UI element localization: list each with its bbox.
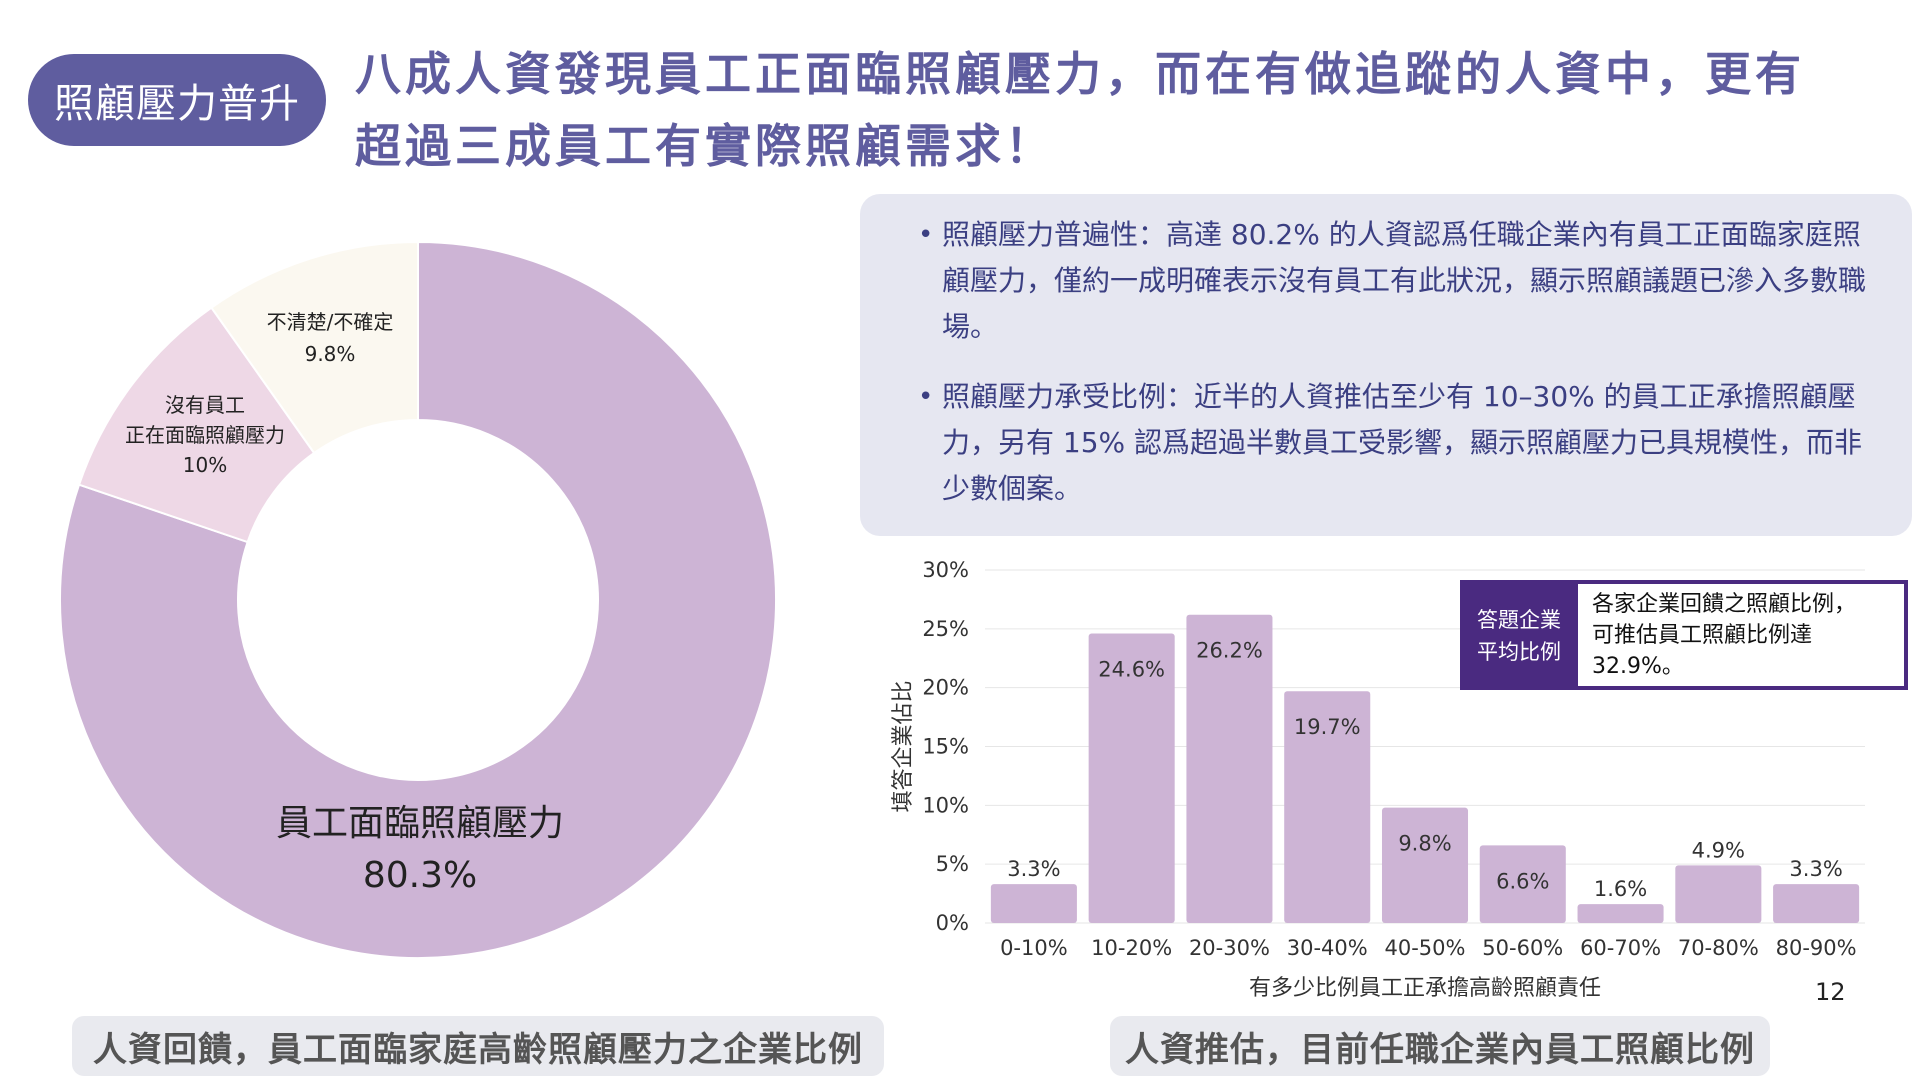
section-tag: 照顧壓力普升 xyxy=(28,54,326,146)
y-tick-label: 15% xyxy=(922,735,969,759)
bar-chart: 0% 5% 10% 15% 20% 25% 30% 3.3% 0-10% 24.6% 10-20% 2… xyxy=(891,558,1908,1001)
y-tick-label: 0% xyxy=(936,911,969,935)
info-bullet-2: • 照顧壓力承受比例：近半的人資推估至少有 10–30% 的員工正承擔照顧壓力，… xyxy=(918,374,1878,512)
bar xyxy=(1284,691,1371,923)
donut-label-none: 沒有員工 正在面臨照顧壓力 10% xyxy=(90,390,320,480)
info-box: • 照顧壓力普遍性：高達 80.2% 的人資認爲任職企業內有員工正面臨家庭照顧壓… xyxy=(860,194,1912,536)
bar-value-label: 24.6% xyxy=(1098,658,1165,682)
donut-label-main: 員工面臨照顧壓力 80.3% xyxy=(220,798,620,902)
bar xyxy=(1773,884,1860,923)
donut-label-unsure-text: 不清楚/不確定 xyxy=(266,310,394,334)
x-axis-title: 有多少比例員工正承擔高齡照顧責任 xyxy=(1249,976,1601,1001)
donut-label-none-value: 10% xyxy=(182,453,228,477)
donut-label-unsure: 不清楚/不確定 9.8% xyxy=(230,306,430,370)
bar xyxy=(1675,865,1762,923)
bullet-dot-icon: • xyxy=(918,220,934,250)
bar-value-label: 4.9% xyxy=(1692,838,1745,862)
callout-text-line1: 各家企業回饋之照顧比例， xyxy=(1592,592,1856,617)
x-tick-label: 0-10% xyxy=(1000,936,1068,960)
donut-slice-unsure xyxy=(210,240,419,455)
bar-value-label: 19.7% xyxy=(1294,715,1361,739)
donut-slice-main xyxy=(59,240,777,959)
donut-label-unsure-value: 9.8% xyxy=(304,342,356,366)
callout-tag-line2: 平均比例 xyxy=(1477,640,1561,664)
y-axis-title: 填答企業佔比 xyxy=(891,680,916,812)
y-tick-label: 30% xyxy=(922,558,969,582)
donut-label-main-value: 80.3% xyxy=(362,855,478,896)
y-tick-label: 10% xyxy=(922,793,969,817)
bar-value-label: 9.8% xyxy=(1398,832,1451,856)
donut-label-none-line2: 正在面臨照顧壓力 xyxy=(125,423,285,447)
callout-text-line3: 32.9%。 xyxy=(1592,654,1684,679)
info-bullet-1-text: 照顧壓力普遍性：高達 80.2% 的人資認爲任職企業內有員工正面臨家庭照顧壓力，… xyxy=(942,218,1867,343)
page-number: 12 xyxy=(1815,978,1846,1006)
bar-value-label: 1.6% xyxy=(1594,877,1647,901)
x-tick-label: 70-80% xyxy=(1678,936,1759,960)
headline-line-2: 超過三成員工有實際照顧需求！ xyxy=(355,119,1055,173)
bullet-dot-icon: • xyxy=(918,382,934,412)
bar-value-label: 6.6% xyxy=(1496,869,1549,893)
caption-left: 人資回饋，員工面臨家庭高齡照顧壓力之企業比例 xyxy=(72,1016,884,1076)
y-tick-label: 5% xyxy=(936,852,969,876)
donut-label-none-line1: 沒有員工 xyxy=(165,393,245,417)
headline-line-1: 八成人資發現員工正面臨照顧壓力，而在有做追蹤的人資中，更有 xyxy=(355,47,1805,101)
bar xyxy=(1479,845,1566,923)
bar-value-label: 26.2% xyxy=(1196,639,1263,663)
x-tick-label: 60-70% xyxy=(1580,936,1661,960)
x-tick-label: 20-30% xyxy=(1189,936,1270,960)
x-tick-label: 30-40% xyxy=(1287,936,1368,960)
bar xyxy=(1381,807,1469,923)
bar-value-label: 3.3% xyxy=(1007,857,1060,881)
callout-text-line2: 可推估員工照顧比例達 xyxy=(1592,623,1812,648)
donut-chart xyxy=(59,240,777,959)
x-tick-label: 50-60% xyxy=(1482,936,1563,960)
bar xyxy=(1088,633,1175,923)
callout-body xyxy=(1578,584,1904,686)
callout-tag-line1: 答題企業 xyxy=(1477,608,1561,632)
info-bullet-1: • 照顧壓力普遍性：高達 80.2% 的人資認爲任職企業內有員工正面臨家庭照顧壓… xyxy=(918,212,1878,350)
bar xyxy=(1577,904,1664,923)
bar-value-label: 3.3% xyxy=(1789,857,1842,881)
x-tick-label: 40-50% xyxy=(1385,936,1466,960)
bar xyxy=(990,884,1077,923)
x-tick-label: 80-90% xyxy=(1776,936,1857,960)
bar xyxy=(1186,614,1273,923)
info-bullet-2-text: 照顧壓力承受比例：近半的人資推估至少有 10–30% 的員工正承擔照顧壓力，另有… xyxy=(942,380,1863,505)
donut-label-main-text: 員工面臨照顧壓力 xyxy=(275,803,564,844)
caption-right: 人資推估，目前任職企業內員工照顧比例 xyxy=(1110,1016,1770,1076)
headline: 八成人資發現員工正面臨照顧壓力，而在有做追蹤的人資中，更有 超過三成員工有實際照… xyxy=(355,38,1855,182)
y-tick-label: 20% xyxy=(922,676,969,700)
y-tick-label: 25% xyxy=(922,617,969,641)
x-tick-label: 10-20% xyxy=(1091,936,1172,960)
